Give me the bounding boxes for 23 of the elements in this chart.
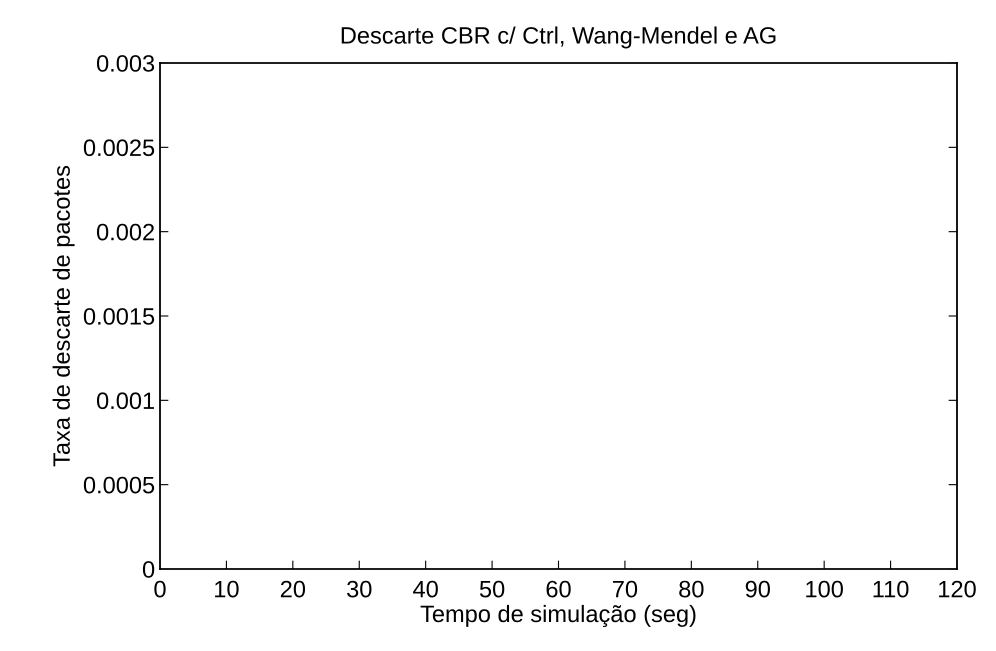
y-tick-label: 0.0015 [84, 308, 154, 325]
x-tick-label: 120 [939, 580, 976, 598]
x-tick-label: 20 [280, 580, 306, 598]
x-tick-label: 60 [546, 580, 571, 598]
y-tick-label: 0.001 [96, 392, 154, 410]
x-tick-label: 10 [215, 580, 239, 598]
chart-title: Descarte CBR c/ Ctrl, Wang-Mendel e AG [342, 26, 776, 48]
x-tick-label: 30 [347, 580, 372, 598]
x-tick-label: 70 [612, 580, 638, 598]
x-tick-label: 90 [746, 580, 770, 598]
x-tick-label: 50 [480, 580, 504, 598]
y-tick-label: 0 [142, 561, 154, 578]
x-tick-label: 80 [679, 580, 704, 598]
x-tick-label: 40 [413, 580, 438, 598]
y-tick-label: 0.003 [96, 55, 154, 72]
y-tick-label: 0.002 [96, 224, 154, 240]
y-axis-title: Taxa de descarte de pacotes [52, 166, 75, 466]
x-tick-label: 100 [806, 580, 843, 598]
x-axis-title: Tempo de simulação (seg) [420, 604, 696, 628]
y-tick-label: 0.0025 [84, 139, 154, 156]
y-tick-label: 0.0005 [84, 476, 154, 494]
x-tick-label: 110 [874, 580, 908, 598]
x-tick-label: 0 [154, 580, 166, 598]
